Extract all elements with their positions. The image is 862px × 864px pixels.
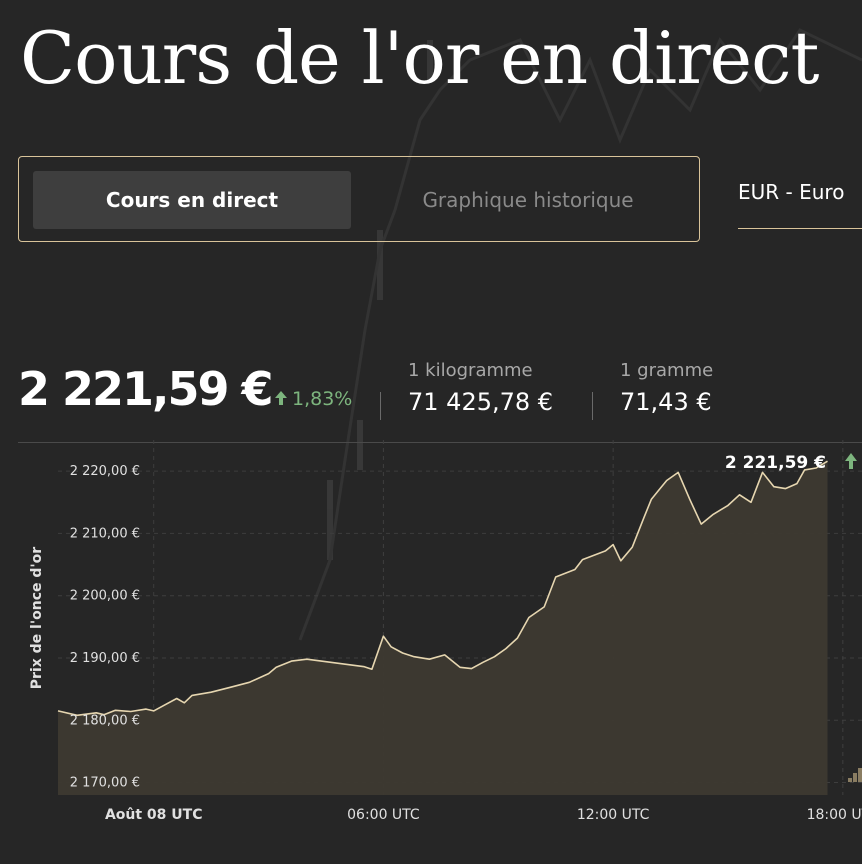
price-change-value: 1,83% — [292, 388, 353, 410]
x-tick-label: Août 08 UTC — [105, 807, 203, 823]
y-tick-label: 2 210,00 € — [70, 526, 140, 541]
gram-price: 71,43 € — [620, 388, 712, 416]
page-title: Cours de l'or en direct — [20, 16, 819, 100]
y-tick-label: 2 170,00 € — [70, 776, 140, 791]
current-price: 2 221,59 € — [18, 362, 274, 416]
price-line — [57, 460, 828, 717]
arrow-up-icon — [275, 391, 287, 405]
y-axis-label: Prix de l'once d'or — [29, 547, 45, 690]
volume-indicator-bar — [853, 773, 857, 782]
last-price-label: 2 221,59 € — [725, 453, 826, 473]
arrow-up-icon — [845, 453, 857, 469]
x-tick-label: 12:00 UTC — [577, 807, 650, 823]
tab-live-price[interactable]: Cours en direct — [33, 171, 351, 229]
view-tabs: Cours en direct Graphique historique — [18, 156, 700, 242]
volume-indicator-bar — [858, 768, 862, 782]
volume-indicator-bar — [848, 778, 852, 782]
y-tick-label: 2 200,00 € — [70, 589, 140, 604]
divider — [592, 392, 593, 420]
y-tick-label: 2 180,00 € — [70, 713, 140, 728]
x-tick-label: 06:00 UTC — [347, 807, 420, 823]
kilogram-label: 1 kilogramme — [408, 360, 533, 381]
gram-label: 1 gramme — [620, 360, 714, 381]
section-divider — [18, 442, 862, 443]
y-tick-label: 2 220,00 € — [70, 464, 140, 479]
y-tick-label: 2 190,00 € — [70, 651, 140, 666]
currency-select[interactable]: EUR - Euro — [738, 172, 862, 229]
kilogram-price: 71 425,78 € — [408, 388, 554, 416]
price-area — [58, 461, 828, 795]
x-tick-label: 18:00 UTC — [807, 807, 862, 823]
price-change: 1,83% — [274, 388, 352, 410]
tab-historical-chart[interactable]: Graphique historique — [422, 188, 634, 212]
currency-select-value: EUR - Euro — [738, 180, 845, 204]
divider — [380, 392, 381, 420]
